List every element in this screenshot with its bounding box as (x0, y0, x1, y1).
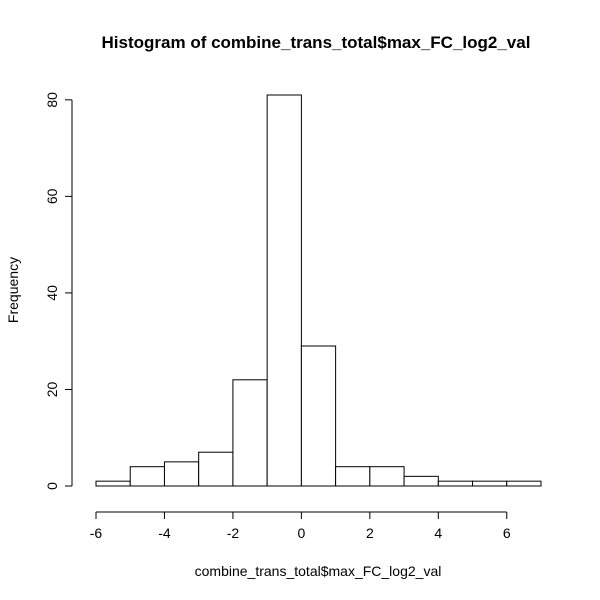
chart-title: Histogram of combine_trans_total$max_FC_… (102, 33, 531, 52)
x-tick-label-0: -6 (90, 525, 103, 541)
y-tick-label-0: 0 (44, 482, 60, 490)
y-axis: 0 20 40 60 80 (44, 92, 73, 490)
y-tick-label-3: 60 (44, 188, 60, 204)
histogram-bar-1 (129, 466, 165, 487)
histogram-bar-7 (335, 466, 371, 487)
y-tick-label-1: 20 (44, 381, 60, 397)
histogram-bar-6 (300, 345, 337, 487)
histogram-bar-8 (369, 466, 405, 487)
histogram-bar-2 (163, 461, 200, 487)
histogram-bar-0 (95, 480, 131, 487)
y-axis-label: Frequency (5, 257, 21, 323)
bars-group (95, 94, 542, 487)
y-tick-label-2: 40 (44, 285, 60, 301)
x-tick-label-2: -2 (227, 525, 240, 541)
histogram-bar-5 (266, 94, 302, 487)
histogram-bar-12 (506, 480, 542, 487)
histogram-bar-4 (232, 379, 268, 487)
x-tick-label-1: -4 (158, 525, 171, 541)
histogram-bar-9 (403, 475, 439, 487)
x-axis-label: combine_trans_total$max_FC_log2_val (195, 563, 442, 579)
histogram-bar-11 (472, 480, 508, 487)
x-axis: -6 -4 -2 0 2 4 6 (90, 511, 511, 541)
y-tick-label-4: 80 (44, 92, 60, 108)
x-tick-label-3: 0 (297, 525, 305, 541)
x-tick-label-5: 4 (434, 525, 442, 541)
x-tick-label-4: 2 (366, 525, 374, 541)
histogram-bar-3 (198, 451, 234, 487)
x-tick-label-6: 6 (503, 525, 511, 541)
histogram-bar-10 (437, 480, 474, 487)
